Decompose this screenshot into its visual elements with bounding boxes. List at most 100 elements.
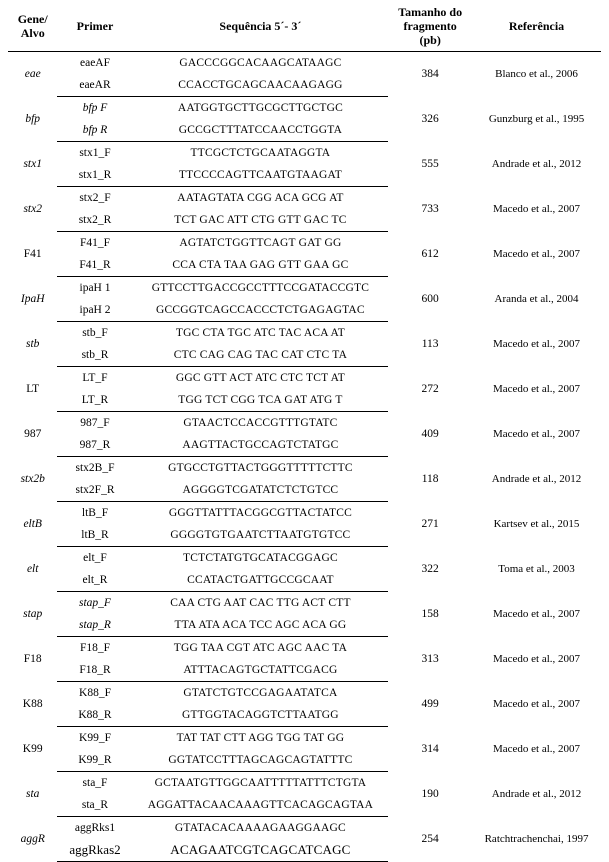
table-row: eltelt_FTCTCTATGTGCATACGGAGC322Toma et a…: [8, 547, 601, 570]
primer-cell: F41_F: [57, 232, 132, 255]
sequence-cell: CTC CAG CAG TAC CAT CTC TA: [133, 344, 389, 367]
sequence-cell: TGC CTA TGC ATC TAC ACA AT: [133, 322, 389, 345]
header-primer: Primer: [57, 4, 132, 52]
primer-cell: stap_R: [57, 614, 132, 637]
sequence-cell: TCT GAC ATT CTG GTT GAC TC: [133, 209, 389, 232]
primer-cell: K88_R: [57, 704, 132, 727]
sequence-cell: ACAGAATCGTCAGCATCAGC: [133, 839, 389, 862]
gene-cell: bfp: [8, 97, 57, 142]
gene-cell: F41: [8, 232, 57, 277]
primer-cell: aggRkas2: [57, 839, 132, 862]
sequence-cell: AATAGTATA CGG ACA GCG AT: [133, 187, 389, 210]
header-seq: Sequência 5´- 3´: [133, 4, 389, 52]
table-row: K88K88_FGTATCTGTCCGAGAATATCA499Macedo et…: [8, 682, 601, 705]
gene-cell: 987: [8, 412, 57, 457]
gene-cell: eltB: [8, 502, 57, 547]
gene-cell: F18: [8, 637, 57, 682]
sequence-cell: GCCGGTCAGCCACCCTCTGAGAGTAC: [133, 299, 389, 322]
table-row: stbstb_FTGC CTA TGC ATC TAC ACA AT113Mac…: [8, 322, 601, 345]
gene-cell: elt: [8, 547, 57, 592]
primer-cell: stb_F: [57, 322, 132, 345]
primer-cell: stx2F_R: [57, 479, 132, 502]
primers-table: Gene/Alvo Primer Sequência 5´- 3´ Tamanh…: [8, 4, 601, 862]
fragment-size-cell: 612: [388, 232, 472, 277]
fragment-size-cell: 555: [388, 142, 472, 187]
fragment-size-cell: 733: [388, 187, 472, 232]
sequence-cell: CCACCTGCAGCAACAAGAGG: [133, 74, 389, 97]
primer-cell: stx2B_F: [57, 457, 132, 480]
table-row: stapstap_FCAA CTG AAT CAC TTG ACT CTT158…: [8, 592, 601, 615]
reference-cell: Macedo et al., 2007: [472, 232, 601, 277]
primer-cell: sta_F: [57, 772, 132, 795]
gene-cell: aggR: [8, 817, 57, 862]
fragment-size-cell: 314: [388, 727, 472, 772]
table-row: bfpbfp FAATGGTGCTTGCGCTTGCTGC326Gunzburg…: [8, 97, 601, 120]
sequence-cell: AGGATTACAACAAAGTTCACAGCAGTAA: [133, 794, 389, 817]
sequence-cell: GTTGGTACAGGTCTTAATGG: [133, 704, 389, 727]
primer-cell: F18_R: [57, 659, 132, 682]
fragment-size-cell: 158: [388, 592, 472, 637]
table-row: eltBltB_FGGGTTATTTACGGCGTTACTATCC271Kart…: [8, 502, 601, 525]
primer-cell: stap_F: [57, 592, 132, 615]
reference-cell: Macedo et al., 2007: [472, 592, 601, 637]
sequence-cell: AGGGGTCGATATCTCTGTCC: [133, 479, 389, 502]
reference-cell: Macedo et al., 2007: [472, 727, 601, 772]
table-row: IpaHipaH 1GTTCCTTGACCGCCTTTCCGATACCGTC60…: [8, 277, 601, 300]
fragment-size-cell: 326: [388, 97, 472, 142]
table-row: stasta_FGCTAATGTTGGCAATTTTTATTTCTGTA190A…: [8, 772, 601, 795]
primer-cell: K88_F: [57, 682, 132, 705]
fragment-size-cell: 384: [388, 52, 472, 97]
sequence-cell: TAT TAT CTT AGG TGG TAT GG: [133, 727, 389, 750]
gene-cell: stx1: [8, 142, 57, 187]
primer-cell: ipaH 2: [57, 299, 132, 322]
primer-cell: bfp R: [57, 119, 132, 142]
sequence-cell: TGG TAA CGT ATC AGC AAC TA: [133, 637, 389, 660]
reference-cell: Macedo et al., 2007: [472, 412, 601, 457]
table-row: aggRaggRks1GTATACACAAAAGAAGGAAGC254Ratch…: [8, 817, 601, 840]
primer-cell: eaeAR: [57, 74, 132, 97]
fragment-size-cell: 118: [388, 457, 472, 502]
primer-cell: 987_R: [57, 434, 132, 457]
gene-cell: sta: [8, 772, 57, 817]
fragment-size-cell: 409: [388, 412, 472, 457]
reference-cell: Andrade et al., 2012: [472, 772, 601, 817]
sequence-cell: GTATACACAAAAGAAGGAAGC: [133, 817, 389, 840]
reference-cell: Ratchtrachenchai, 1997: [472, 817, 601, 862]
gene-cell: K99: [8, 727, 57, 772]
primer-cell: eaeAF: [57, 52, 132, 75]
table-row: eaeeaeAFGACCCGGCACAAGCATAAGC384Blanco et…: [8, 52, 601, 75]
fragment-size-cell: 499: [388, 682, 472, 727]
sequence-cell: CCA CTA TAA GAG GTT GAA GC: [133, 254, 389, 277]
gene-cell: stx2b: [8, 457, 57, 502]
sequence-cell: CCATACTGATTGCCGCAAT: [133, 569, 389, 592]
fragment-size-cell: 313: [388, 637, 472, 682]
sequence-cell: GACCCGGCACAAGCATAAGC: [133, 52, 389, 75]
primer-cell: stx1_R: [57, 164, 132, 187]
fragment-size-cell: 190: [388, 772, 472, 817]
sequence-cell: GGGGTGTGAATCTTAATGTGTCC: [133, 524, 389, 547]
reference-cell: Aranda et al., 2004: [472, 277, 601, 322]
primer-cell: K99_F: [57, 727, 132, 750]
primer-cell: K99_R: [57, 749, 132, 772]
fragment-size-cell: 113: [388, 322, 472, 367]
sequence-cell: TTCGCTCTGCAATAGGTA: [133, 142, 389, 165]
primer-cell: stb_R: [57, 344, 132, 367]
gene-cell: eae: [8, 52, 57, 97]
sequence-cell: GTAACTCCACCGTTTGTATC: [133, 412, 389, 435]
table-row: stx2bstx2B_FGTGCCTGTTACTGGGTTTTTCTTC118A…: [8, 457, 601, 480]
primer-cell: bfp F: [57, 97, 132, 120]
fragment-size-cell: 254: [388, 817, 472, 862]
primer-cell: F18_F: [57, 637, 132, 660]
table-row: 987987_FGTAACTCCACCGTTTGTATC409Macedo et…: [8, 412, 601, 435]
primer-cell: stx1_F: [57, 142, 132, 165]
table-body: eaeeaeAFGACCCGGCACAAGCATAAGC384Blanco et…: [8, 52, 601, 862]
fragment-size-cell: 271: [388, 502, 472, 547]
gene-cell: K88: [8, 682, 57, 727]
sequence-cell: GTGCCTGTTACTGGGTTTTTCTTC: [133, 457, 389, 480]
gene-cell: stx2: [8, 187, 57, 232]
table-row: LTLT_FGGC GTT ACT ATC CTC TCT AT272Maced…: [8, 367, 601, 390]
reference-cell: Blanco et al., 2006: [472, 52, 601, 97]
sequence-cell: GTTCCTTGACCGCCTTTCCGATACCGTC: [133, 277, 389, 300]
sequence-cell: GGTATCCTTTAGCAGCAGTATTTC: [133, 749, 389, 772]
sequence-cell: GCCGCTTTATCCAACCTGGTA: [133, 119, 389, 142]
